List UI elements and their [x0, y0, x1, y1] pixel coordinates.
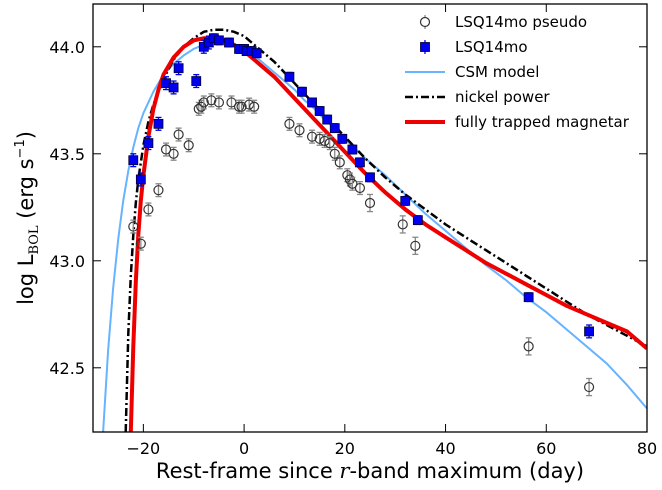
lsq14mo-point — [224, 37, 234, 48]
lsq14mo-pseudo-point — [153, 185, 164, 196]
lsq14mo-point — [584, 326, 594, 337]
series-line-fully-trapped-magnetar — [128, 36, 647, 432]
x-axis-label-part-2: r — [339, 459, 351, 483]
lsq14mo-pseudo-point — [410, 240, 421, 251]
lsq14mo-point — [214, 35, 224, 46]
lsq14mo-point — [523, 292, 534, 303]
y-axis-ticks: 42.5 43.0 43.5 44.0 — [49, 38, 647, 378]
lsq14mo-pseudo-point — [236, 101, 247, 112]
legend-marker-lsq14mo-pseudo — [419, 16, 431, 28]
lsq14mo-point — [143, 138, 154, 149]
lsq14mo-point — [297, 86, 307, 97]
lsq14mo-point — [191, 76, 202, 86]
lsq14mo-pseudo-point — [284, 118, 295, 129]
lsq14mo-pseudo-point — [364, 197, 376, 209]
lsq14mo-pseudo-point — [334, 157, 345, 168]
lsq14mo-pseudo-point — [249, 101, 260, 112]
lsq14mo-pseudo-point — [143, 204, 154, 215]
lsq14mo-point — [284, 71, 295, 82]
lsq14mo-pseudo-point — [583, 381, 595, 393]
lsq14mo-pseudo-point — [135, 238, 146, 249]
lsq14mo-pseudo-point — [128, 221, 139, 232]
lsq14mo-point — [307, 97, 317, 108]
x-tick-label: −20 — [126, 439, 160, 458]
lsq14mo-pseudo-point — [347, 178, 358, 189]
lsq14mo-point — [329, 123, 340, 134]
lsq14mo-pseudo-point — [160, 144, 172, 155]
series-line-csm-model — [102, 41, 647, 432]
lsq14mo-point — [314, 106, 325, 116]
y-axis-label: log LBOL (erg s−1) — [13, 131, 42, 305]
lsq14mo-point — [173, 63, 184, 74]
lsq14mo-pseudo-point — [354, 182, 366, 194]
lsq14mo-point — [355, 157, 365, 168]
lsq14mo-pseudo-point — [206, 95, 217, 106]
lsq14mo-pseudo-point — [168, 148, 179, 159]
y-tick-label: 43.5 — [49, 145, 85, 164]
x-tick-label: 80 — [637, 439, 657, 458]
lsq14mo-pseudo-point — [294, 125, 305, 136]
legend-label-nickel-power: nickel power — [455, 88, 550, 106]
legend-label-lsq14mo: LSQ14mo — [455, 38, 528, 56]
lsq14mo-point — [128, 155, 139, 166]
y-axis-label-part-5: ) — [14, 131, 38, 139]
lsq14mo-point — [347, 144, 358, 155]
y-tick-label: 44.0 — [49, 38, 85, 57]
lsq14mo-point — [365, 172, 375, 183]
lsq14mo-pseudo-point — [226, 97, 237, 108]
series-line-nickel-power — [124, 28, 647, 432]
lsq14mo-point — [153, 118, 164, 129]
x-axis-label-part-3: -band maximum (day) — [349, 459, 584, 483]
lsq14mo-point — [168, 82, 179, 93]
lsq14mo-point — [400, 195, 411, 206]
legend-label-fully-trapped-magnetar: fully trapped magnetar — [455, 113, 630, 131]
lsq14mo-point — [337, 133, 348, 144]
x-tick-label: 0 — [239, 439, 249, 458]
legend-label-lsq14mo-pseudo: LSQ14mo pseudo — [455, 13, 587, 31]
y-tick-label: 42.5 — [49, 359, 85, 378]
lsq14mo-point — [412, 215, 423, 226]
x-axis-label: Rest-frame since r-band maximum (day) — [156, 459, 584, 483]
x-axis-label-part-1: Rest-frame since — [156, 459, 340, 483]
x-tick-label: 20 — [335, 439, 355, 458]
y-axis-label-part-1: log L — [14, 254, 38, 305]
y-axis-label-part-4: −1 — [13, 139, 28, 158]
x-tick-label: 40 — [435, 439, 455, 458]
lsq14mo-pseudo-point — [329, 148, 340, 159]
plot-frame — [92, 3, 648, 433]
legend-marker-lsq14mo — [420, 42, 430, 52]
lsq14mo-pseudo-point — [183, 140, 194, 151]
lsq14mo-pseudo-point — [198, 97, 209, 108]
x-tick-label: 60 — [536, 439, 556, 458]
x-axis-ticks: −20 0 20 40 60 80 — [126, 4, 657, 458]
lsq14mo-point — [135, 174, 146, 185]
legend-label-csm-model: CSM model — [455, 63, 539, 81]
lsq14mo-pseudo-point — [523, 341, 534, 352]
lsq14mo-pseudo-point — [233, 101, 245, 112]
y-axis-label-part-3: (erg s — [14, 158, 38, 225]
lsq14mo-pseudo-point — [306, 131, 318, 142]
lsq14mo-pseudo-point — [213, 97, 225, 108]
data-points — [128, 33, 595, 397]
lsq14mo-pseudo-point — [397, 219, 408, 230]
lsq14mo-pseudo-point — [324, 138, 335, 149]
y-tick-label: 43.0 — [49, 252, 85, 271]
legend: LSQ14mo pseudo LSQ14mo CSM model nickel pow… — [405, 13, 630, 131]
model-curves — [102, 28, 647, 432]
lsq14mo-pseudo-point — [173, 129, 184, 140]
y-axis-label-part-2: BOL — [27, 225, 42, 254]
lsq14mo-point — [322, 114, 333, 125]
lsq14mo-point — [251, 48, 262, 59]
